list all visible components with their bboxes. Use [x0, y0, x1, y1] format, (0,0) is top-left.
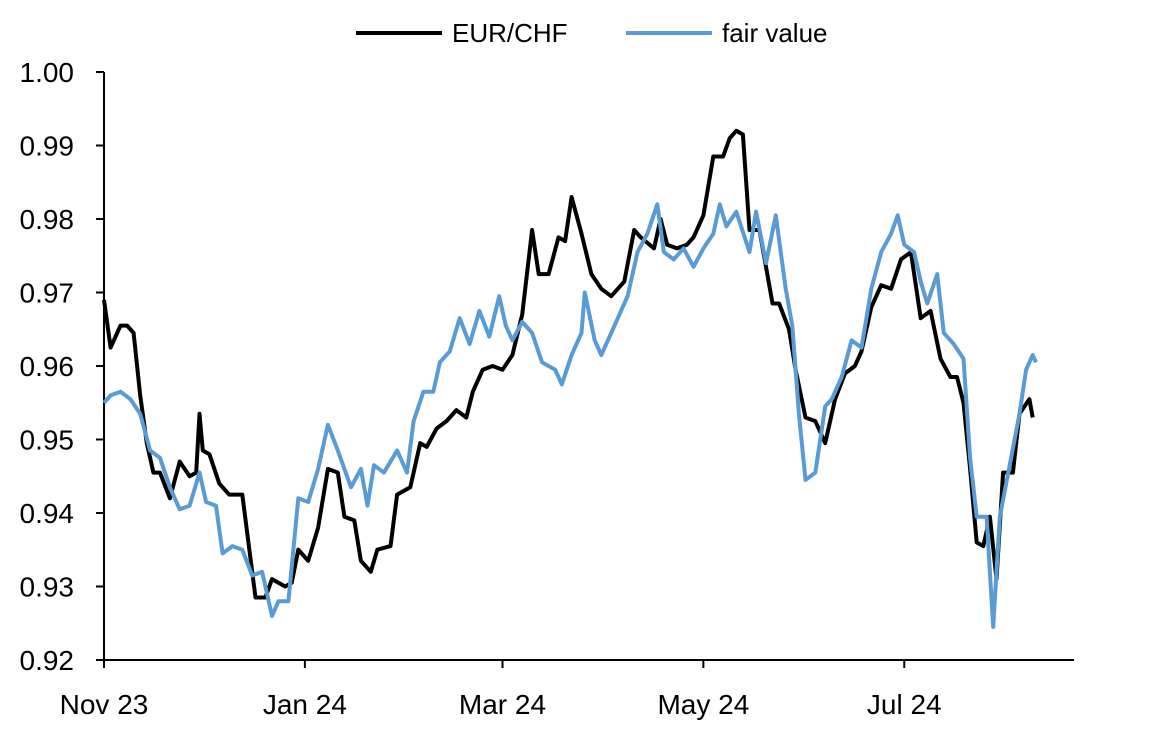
- series-line-eur-chf: [102, 128, 1035, 600]
- series-line-fair-value: [102, 202, 1038, 629]
- x-tick-group: Nov 23 Jan 24 Mar 24 May 24 Jul 24: [60, 660, 942, 720]
- x-tick-label: Jul 24: [867, 689, 942, 720]
- y-axis: 1.00 0.99 0.98 0.97 0.96 0.95 0.94 0.93 0.92: [20, 57, 105, 676]
- y-tick-label: 0.95: [20, 425, 75, 456]
- x-tick-label: Jan 24: [263, 689, 347, 720]
- legend: EUR/CHF fair value: [356, 18, 828, 48]
- y-tick-label: 0.99: [20, 131, 75, 162]
- y-tick-label: 0.93: [20, 572, 75, 603]
- y-tick-label: 1.00: [20, 57, 75, 88]
- x-tick-label: May 24: [657, 689, 749, 720]
- y-tick-group: 1.00 0.99 0.98 0.97 0.96 0.95 0.94 0.93 0.92: [20, 57, 104, 676]
- y-tick-label: 0.92: [20, 645, 75, 676]
- y-tick-label: 0.96: [20, 351, 75, 382]
- legend-item-eur-chf: EUR/CHF: [356, 18, 568, 48]
- legend-label-eur-chf: EUR/CHF: [452, 18, 568, 48]
- legend-item-fair-value: fair value: [626, 18, 828, 48]
- y-tick-label: 0.97: [20, 278, 75, 309]
- x-tick-label: Nov 23: [60, 689, 149, 720]
- y-tick-label: 0.98: [20, 204, 75, 235]
- legend-label-fair-value: fair value: [722, 18, 828, 48]
- y-tick-label: 0.94: [20, 498, 75, 529]
- x-axis: Nov 23 Jan 24 Mar 24 May 24 Jul 24: [60, 659, 1074, 720]
- x-tick-label: Mar 24: [459, 689, 546, 720]
- plot-area: [102, 128, 1038, 629]
